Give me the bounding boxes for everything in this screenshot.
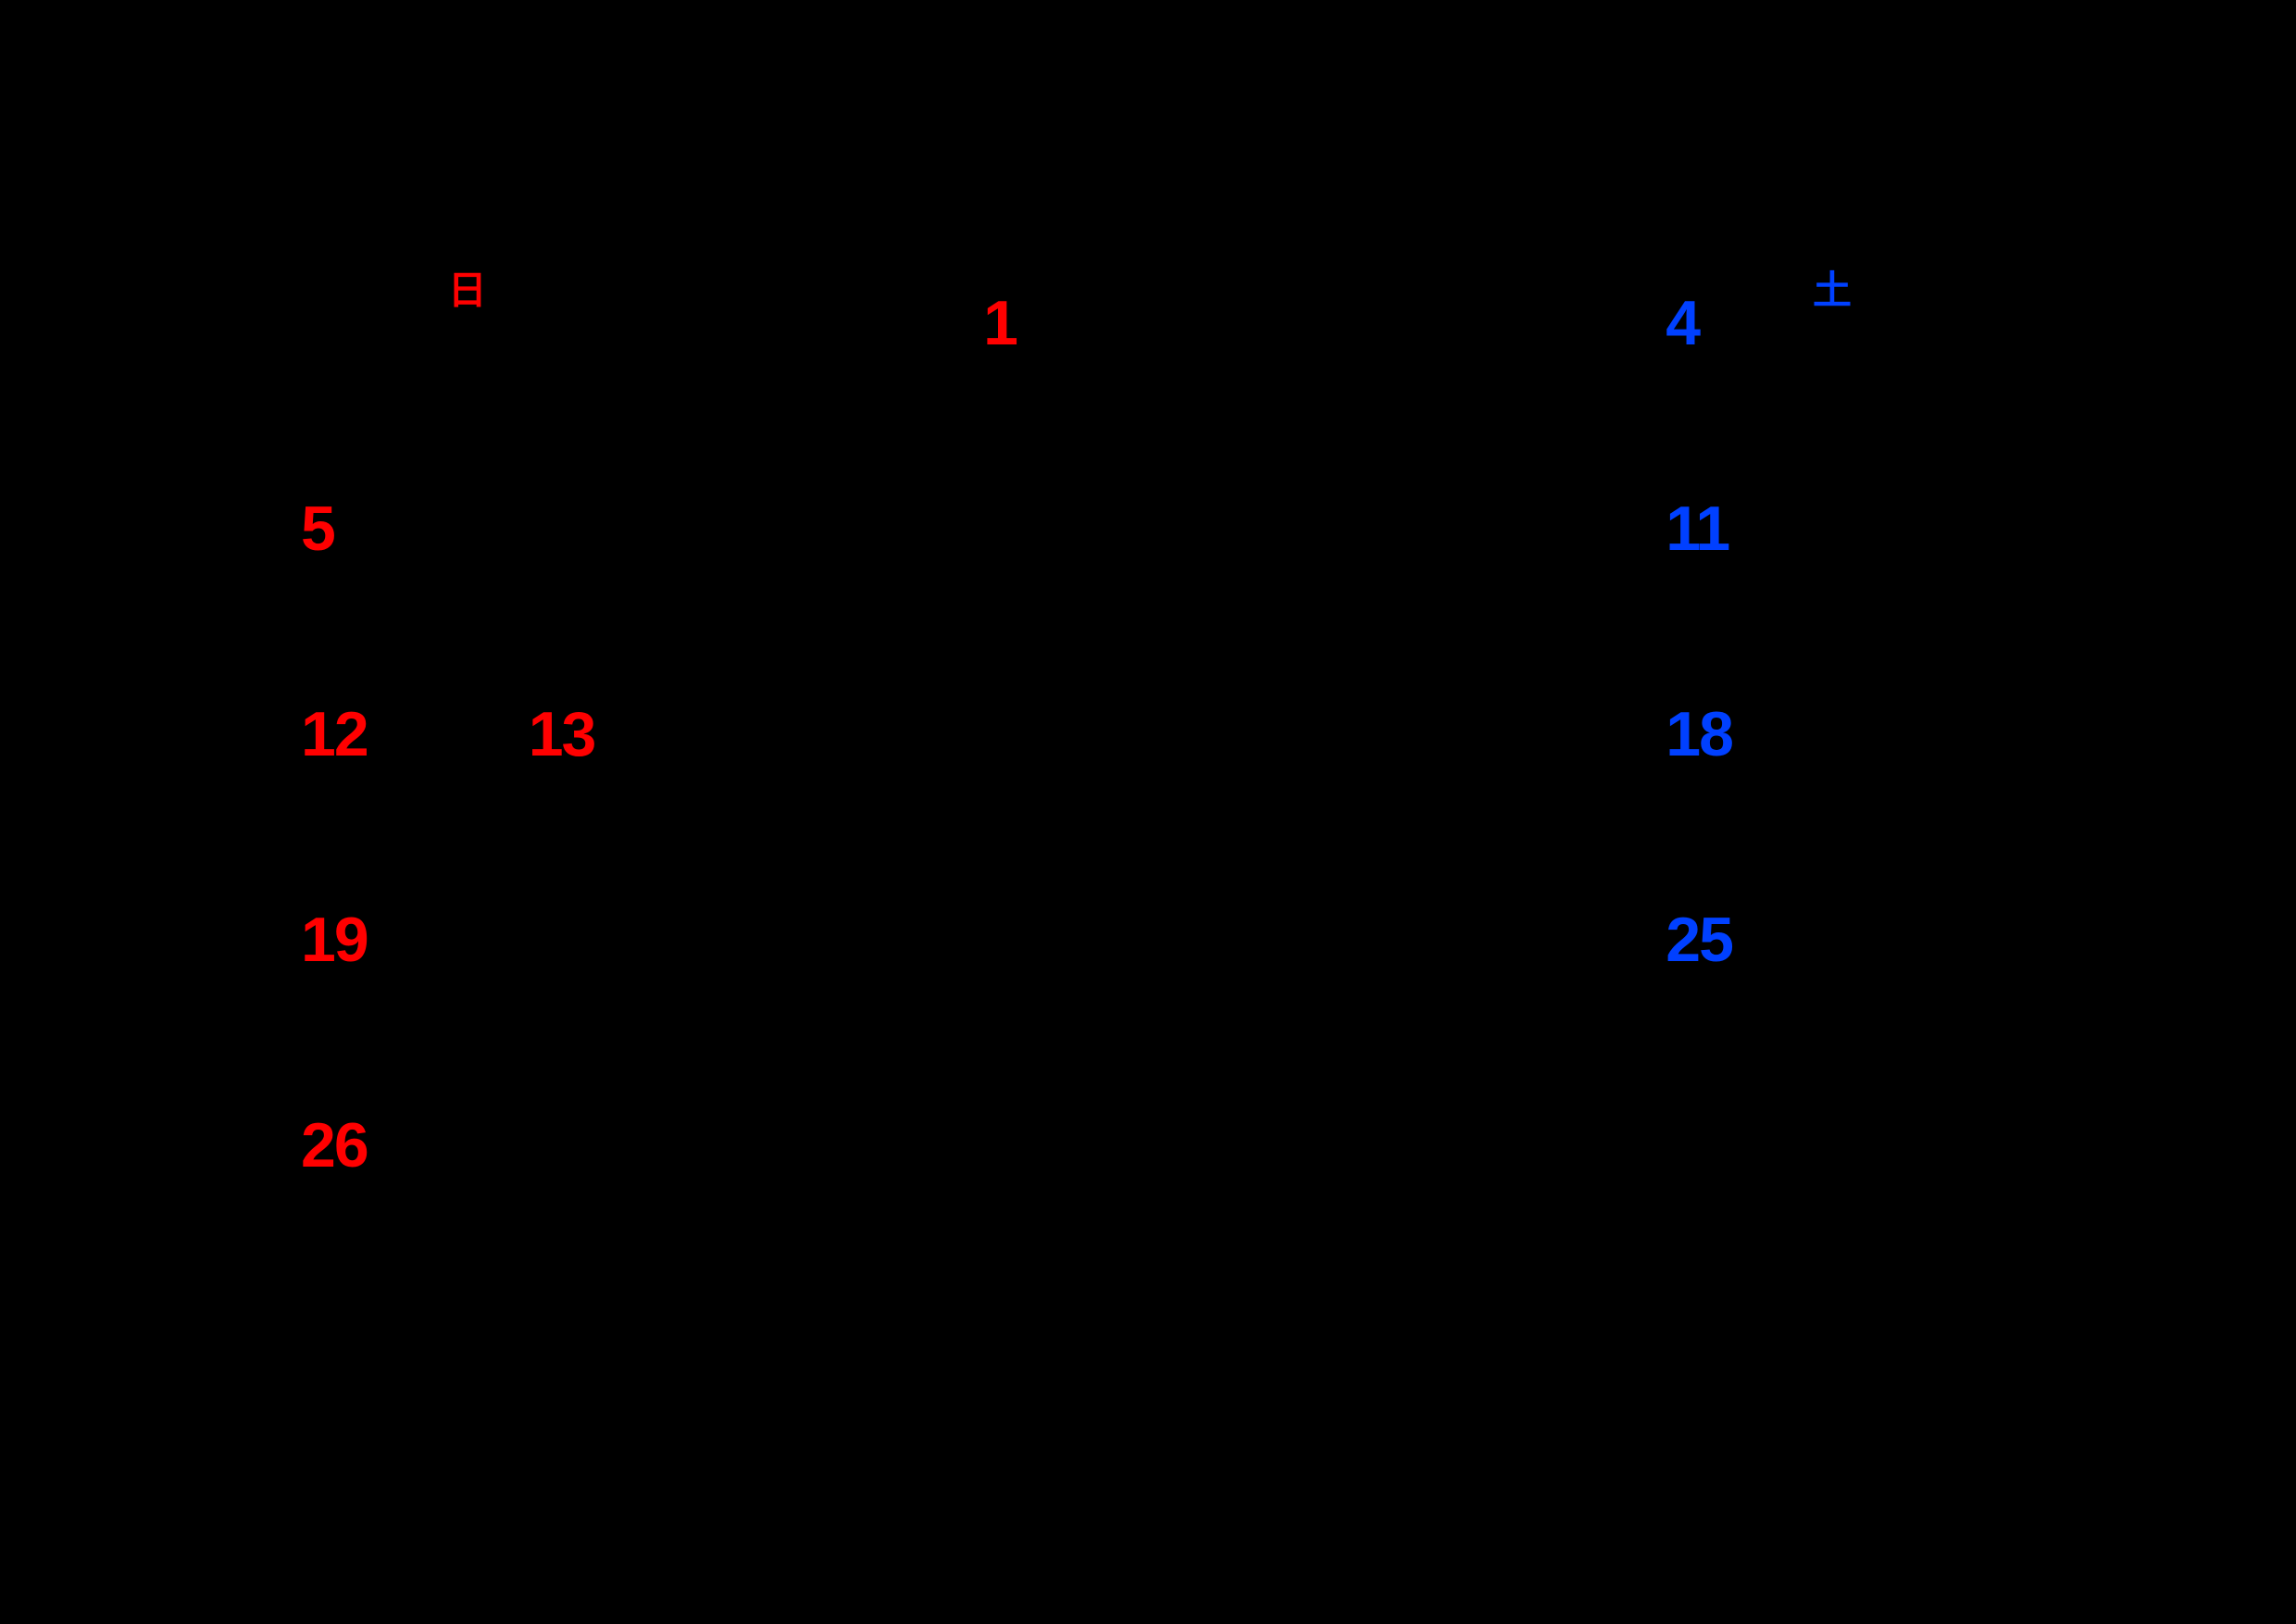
day-cell: 21 [732, 899, 960, 1105]
day-cell: 3 [1416, 282, 1643, 488]
day-number: 18 [1666, 698, 1732, 770]
day-number: 9 [1211, 493, 1244, 565]
day-number: 1 [983, 287, 1017, 359]
day-cell: 29 [960, 1105, 1188, 1310]
day-cell: 30 [1188, 1105, 1416, 1310]
day-cell: 7 [732, 488, 960, 693]
day-number: 13 [529, 698, 595, 770]
day-cell: 28 [732, 1105, 960, 1310]
day-number: 25 [1666, 904, 1732, 976]
day-number: 20 [529, 904, 595, 976]
day-cell: 22 [960, 899, 1188, 1105]
day-cell: 14 [732, 693, 960, 899]
day-number: 22 [983, 904, 1050, 976]
day-cell [1642, 1105, 1870, 1310]
day-cell: 4 [1642, 282, 1870, 488]
day-number: 27 [529, 1109, 595, 1181]
day-number: 31 [1439, 1109, 1505, 1181]
week-row-5: 26 27 28 29 30 31 [278, 1105, 1870, 1310]
day-cell: 31 [1416, 1105, 1643, 1310]
day-number: 23 [1211, 904, 1278, 976]
day-cell: 11 [1642, 488, 1870, 693]
day-number: 5 [301, 493, 334, 565]
day-number: 19 [301, 904, 368, 976]
day-cell: 24 [1416, 899, 1643, 1105]
day-cell: 20 [505, 899, 733, 1105]
day-cell: 13 [505, 693, 733, 899]
day-cell: 5 [278, 488, 505, 693]
day-cell [505, 282, 733, 488]
day-number: 16 [1211, 698, 1278, 770]
day-number: 17 [1439, 698, 1505, 770]
day-cell: 16 [1188, 693, 1416, 899]
day-number: 14 [755, 698, 822, 770]
week-row-2: 5 6 7 8 9 10 11 [278, 488, 1870, 693]
day-cell: 1 [960, 282, 1188, 488]
day-number: 11 [1666, 493, 1728, 565]
day-cell: 15 [960, 693, 1188, 899]
day-cell: 26 [278, 1105, 505, 1310]
day-cell [732, 282, 960, 488]
calendar: 日 土 1 2 3 4 5 6 7 8 9 10 11 12 13 14 15 … [278, 259, 1870, 1310]
day-cell: 19 [278, 899, 505, 1105]
day-number: 7 [755, 493, 789, 565]
day-cell: 18 [1642, 693, 1870, 899]
day-cell: 6 [505, 488, 733, 693]
day-cell: 12 [278, 693, 505, 899]
day-number: 29 [983, 1109, 1050, 1181]
day-cell: 23 [1188, 899, 1416, 1105]
day-cell [278, 282, 505, 488]
day-number: 12 [301, 698, 368, 770]
day-number: 30 [1211, 1109, 1278, 1181]
day-cell: 17 [1416, 693, 1643, 899]
day-number: 6 [529, 493, 562, 565]
day-number: 28 [755, 1109, 822, 1181]
day-cell: 25 [1642, 899, 1870, 1105]
day-number: 2 [1211, 287, 1244, 359]
day-cell: 9 [1188, 488, 1416, 693]
day-cell: 27 [505, 1105, 733, 1310]
day-cell: 8 [960, 488, 1188, 693]
day-number: 10 [1439, 493, 1505, 565]
week-row-4: 19 20 21 22 23 24 25 [278, 899, 1870, 1105]
day-number: 3 [1439, 287, 1472, 359]
week-row-1: 1 2 3 4 [278, 282, 1870, 488]
day-number: 8 [983, 493, 1017, 565]
day-cell: 2 [1188, 282, 1416, 488]
day-number: 26 [301, 1109, 368, 1181]
day-number: 24 [1439, 904, 1505, 976]
week-row-3: 12 13 14 15 16 17 18 [278, 693, 1870, 899]
day-number: 21 [755, 904, 822, 976]
day-cell: 10 [1416, 488, 1643, 693]
day-number: 4 [1666, 287, 1699, 359]
day-number: 15 [983, 698, 1050, 770]
